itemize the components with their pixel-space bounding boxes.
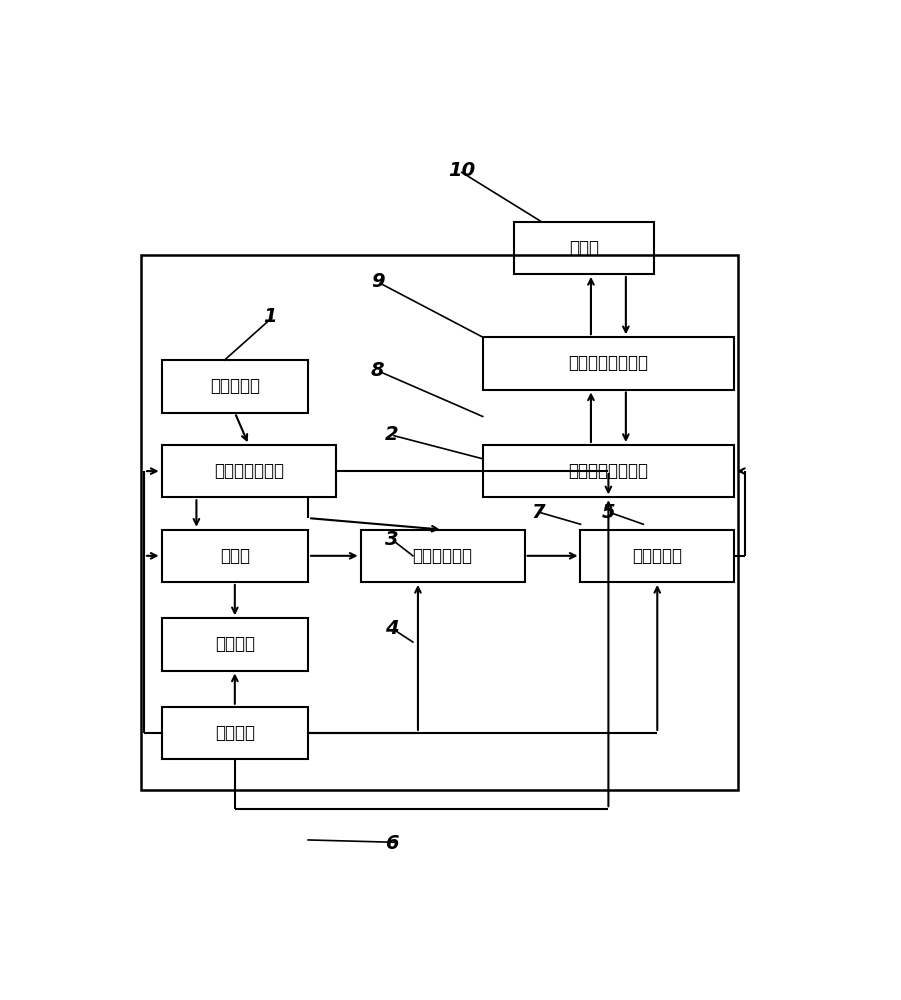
Text: 7: 7: [532, 503, 545, 522]
Text: 电源模块: 电源模块: [214, 724, 255, 742]
Text: 5: 5: [602, 503, 615, 522]
Text: 8: 8: [371, 361, 385, 380]
Bar: [161, 445, 336, 497]
Text: 4: 4: [385, 619, 398, 638]
Text: 电量隔离传感器: 电量隔离传感器: [214, 462, 284, 480]
Bar: [360, 530, 524, 582]
Text: 第二无线收发模块: 第二无线收发模块: [569, 354, 649, 372]
Bar: [483, 445, 734, 497]
Bar: [483, 337, 734, 389]
Text: 9: 9: [371, 272, 385, 291]
Text: 显示装置: 显示装置: [214, 635, 255, 653]
Bar: [141, 255, 738, 790]
Bar: [161, 707, 308, 759]
Text: 声光报警器: 声光报警器: [633, 547, 682, 565]
Bar: [161, 618, 308, 671]
Text: 2: 2: [385, 425, 398, 444]
Text: 3: 3: [385, 530, 398, 549]
Text: 处理器: 处理器: [220, 547, 250, 565]
Text: 上位机: 上位机: [569, 239, 599, 257]
Text: 10: 10: [448, 161, 475, 180]
Text: 温度传感器: 温度传感器: [210, 377, 259, 395]
Bar: [580, 530, 734, 582]
Bar: [514, 222, 654, 274]
Text: 6: 6: [385, 834, 398, 853]
Text: 1: 1: [263, 307, 277, 326]
Text: 第一无线收发模块: 第一无线收发模块: [569, 462, 649, 480]
Text: 报警驱动电路: 报警驱动电路: [413, 547, 472, 565]
Bar: [161, 530, 308, 582]
Bar: [161, 360, 308, 413]
